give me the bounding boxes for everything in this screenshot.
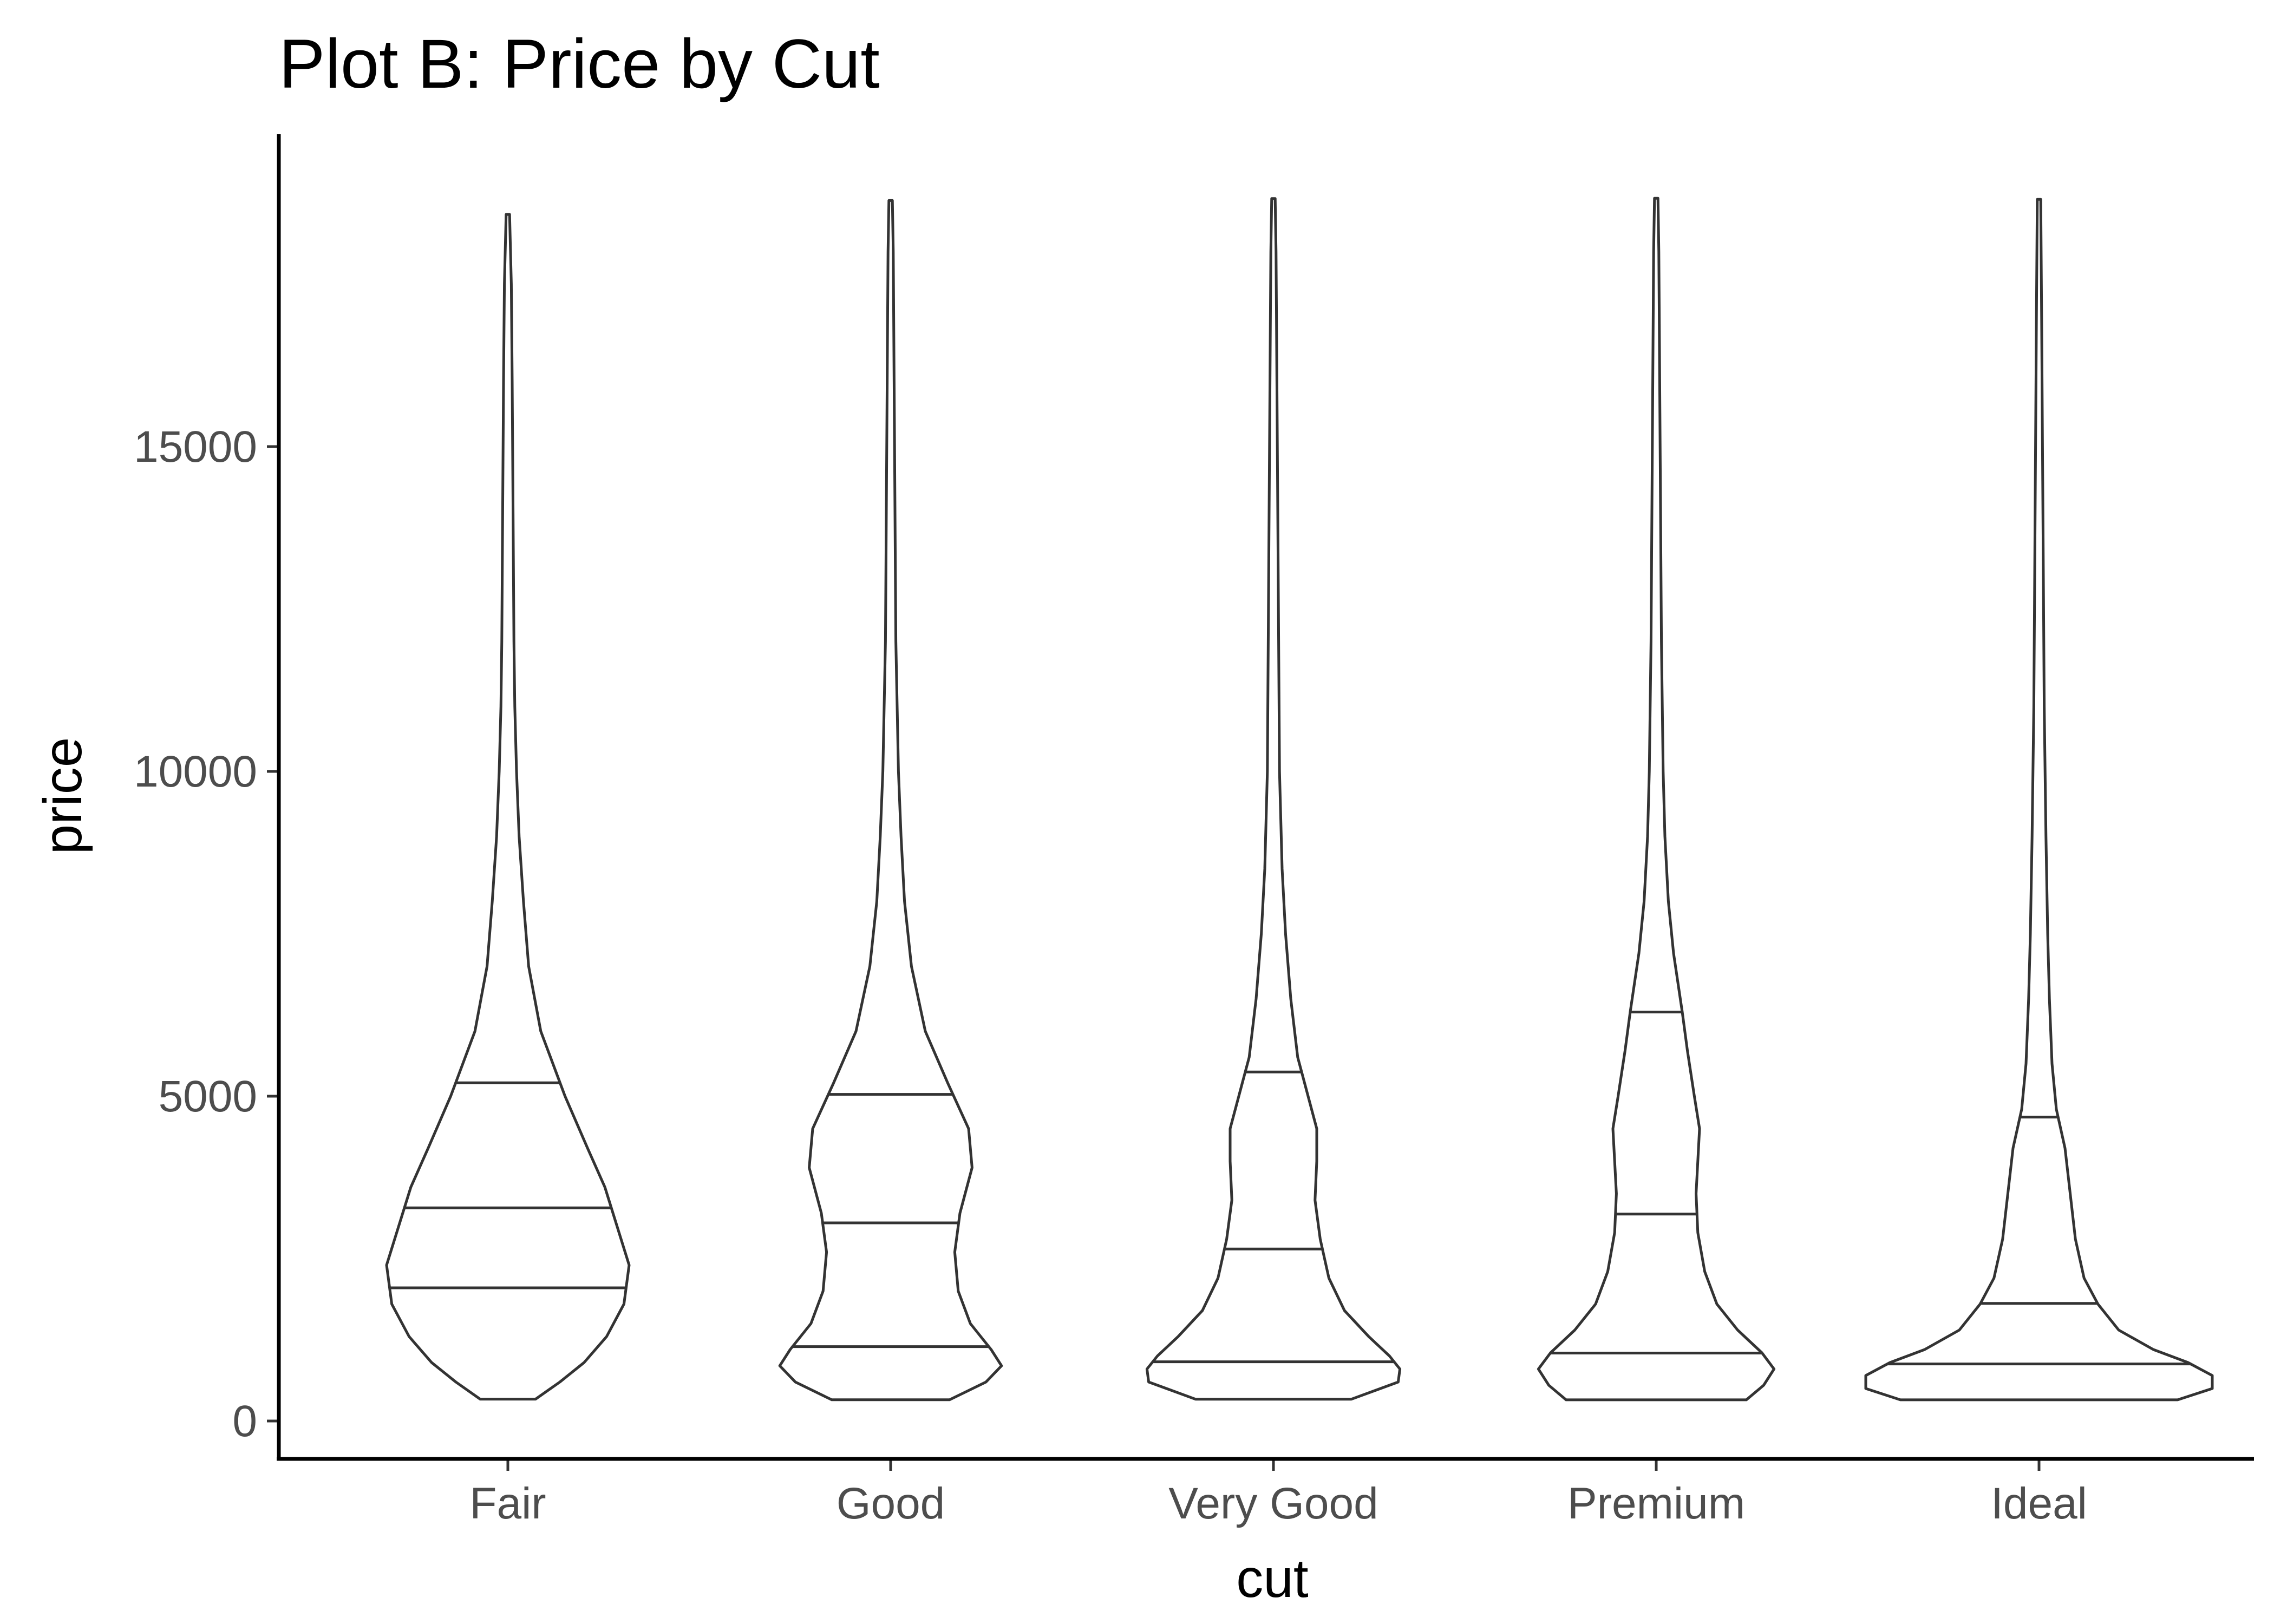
x-tick-label: Very Good — [1168, 1479, 1378, 1528]
violin-ideal — [1864, 198, 2214, 1402]
y-tick-label: 5000 — [159, 1072, 257, 1121]
x-axis-title: cut — [1236, 1548, 1309, 1609]
x-tick-label: Ideal — [1991, 1479, 2087, 1528]
violin-fair — [385, 213, 631, 1401]
x-tick-label: Good — [837, 1479, 945, 1528]
y-axis-ticks: 0 5000 10000 15000 — [134, 422, 279, 1446]
x-tick-label: Fair — [469, 1479, 546, 1528]
x-axis-ticks: Fair Good Very Good Premium Ideal — [469, 1459, 2087, 1528]
chart-title: Plot B: Price by Cut — [279, 25, 880, 103]
violin-very-good — [1145, 197, 1402, 1401]
y-tick-label: 10000 — [134, 747, 257, 796]
x-tick-label: Premium — [1567, 1479, 1745, 1528]
y-tick-label: 0 — [232, 1397, 257, 1446]
violins-layer — [385, 197, 2214, 1402]
violin-premium — [1537, 197, 1776, 1402]
violin-good — [778, 199, 1003, 1402]
y-tick-label: 15000 — [134, 422, 257, 472]
y-axis-title: price — [32, 737, 93, 855]
